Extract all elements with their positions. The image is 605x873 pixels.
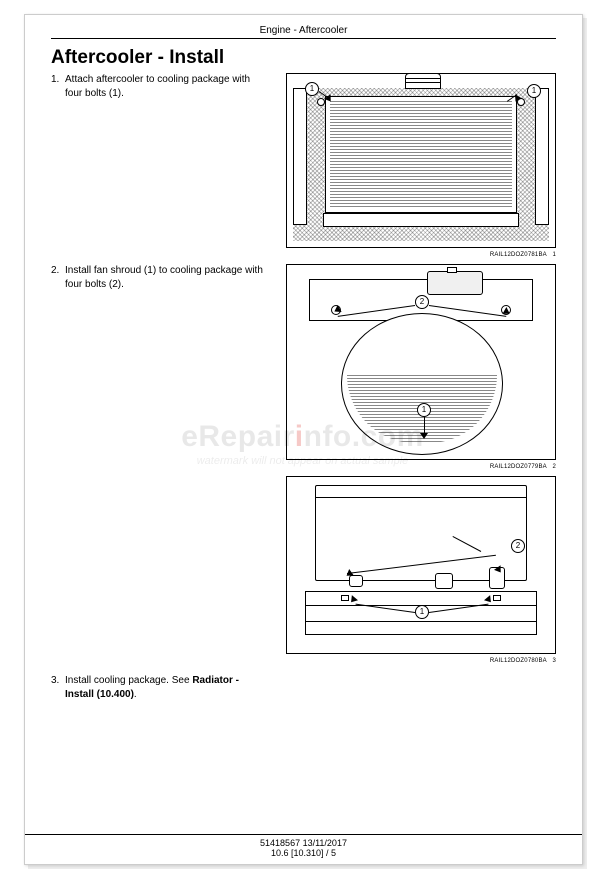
figure-column: 2 1 RAIL12DOZ0779BA 2 (273, 264, 556, 470)
step-number: 1. (51, 73, 65, 100)
step-body: Attach aftercooler to cooling package wi… (65, 73, 265, 100)
figure-caption: RAIL12DOZ0780BA 3 (273, 658, 556, 664)
figure-2: 2 1 (286, 264, 556, 460)
callout-circle: 1 (417, 403, 431, 417)
footer-page-num: 10.6 [10.310] / 5 (25, 848, 582, 858)
step-text: 3. Install cooling package. See Radiator… (51, 674, 273, 701)
step-text: 2. Install fan shroud (1) to cooling pac… (51, 264, 273, 291)
step-number: 2. (51, 264, 65, 291)
figure-1: 1 1 (286, 73, 556, 248)
page-header: Engine - Aftercooler (51, 25, 556, 36)
step-body: Install fan shroud (1) to cooling packag… (65, 264, 265, 291)
step-row: 3. Install cooling package. See Radiator… (51, 674, 556, 701)
figure-3: 2 1 (286, 476, 556, 654)
manual-page: Engine - Aftercooler Aftercooler - Insta… (24, 14, 583, 865)
header-rule (51, 38, 556, 39)
callout-circle: 1 (527, 84, 541, 98)
callout-circle: 2 (511, 539, 525, 553)
step-body: Install cooling package. See Radiator - … (65, 674, 265, 701)
footer-doc-id: 51418567 13/11/2017 (25, 838, 582, 848)
callout-circle: 1 (415, 605, 429, 619)
step-row: 2. Install fan shroud (1) to cooling pac… (51, 264, 556, 470)
step-number: 3. (51, 674, 65, 701)
page-footer: 51418567 13/11/2017 10.6 [10.310] / 5 (25, 834, 582, 858)
figure-column: 2 1 RAIL12DOZ0780BA 3 (273, 476, 556, 664)
step-row: 2 1 RAIL12DOZ0780BA 3 (51, 476, 556, 664)
step-row: 1. Attach aftercooler to cooling package… (51, 73, 556, 258)
aftercooler-core (325, 96, 517, 213)
callout-circle: 1 (305, 82, 319, 96)
page-title: Aftercooler - Install (51, 47, 556, 69)
figure-caption: RAIL12DOZ0781BA 1 (273, 252, 556, 258)
figure-column: 1 1 RAIL12DOZ0781BA 1 (273, 73, 556, 258)
motor-outline (405, 73, 441, 89)
step-text: 1. Attach aftercooler to cooling package… (51, 73, 273, 100)
figure-caption: RAIL12DOZ0779BA 2 (273, 464, 556, 470)
callout-circle: 2 (415, 295, 429, 309)
coolant-bottle (427, 271, 483, 295)
